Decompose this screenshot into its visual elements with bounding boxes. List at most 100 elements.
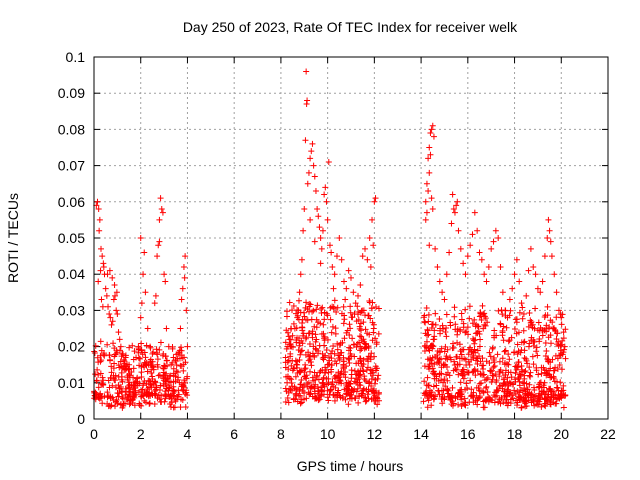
data-point bbox=[436, 371, 443, 378]
data-point bbox=[549, 319, 556, 326]
data-point bbox=[529, 353, 536, 360]
data-point bbox=[555, 307, 562, 314]
data-point bbox=[307, 390, 314, 397]
data-point bbox=[367, 263, 374, 270]
data-point bbox=[439, 289, 446, 296]
data-point bbox=[553, 335, 560, 342]
data-point bbox=[179, 285, 186, 292]
data-point bbox=[129, 386, 136, 393]
data-point bbox=[423, 338, 430, 345]
data-point bbox=[297, 369, 304, 376]
x-tick-label: 12 bbox=[367, 426, 383, 442]
data-point bbox=[474, 227, 481, 234]
data-point bbox=[455, 371, 462, 378]
data-point bbox=[561, 343, 568, 350]
data-point bbox=[331, 397, 338, 404]
data-point bbox=[460, 320, 467, 327]
data-point bbox=[183, 389, 190, 396]
data-point bbox=[426, 144, 433, 151]
data-point bbox=[138, 369, 145, 376]
data-point bbox=[320, 375, 327, 382]
data-point bbox=[340, 364, 347, 371]
data-point bbox=[368, 396, 375, 403]
data-point bbox=[476, 343, 483, 350]
data-point bbox=[511, 326, 518, 333]
data-point bbox=[136, 402, 143, 409]
data-point bbox=[443, 271, 450, 278]
data-point bbox=[423, 209, 430, 216]
x-tick-label: 0 bbox=[90, 426, 98, 442]
data-point bbox=[328, 362, 335, 369]
data-point bbox=[546, 227, 553, 234]
data-point bbox=[519, 304, 526, 311]
data-point bbox=[552, 400, 559, 407]
data-point bbox=[184, 343, 191, 350]
data-point bbox=[138, 402, 145, 409]
data-point bbox=[341, 316, 348, 323]
data-point bbox=[94, 198, 101, 205]
data-point bbox=[354, 303, 361, 310]
data-point bbox=[550, 325, 557, 332]
data-point bbox=[428, 324, 435, 331]
data-point bbox=[282, 399, 289, 406]
data-point bbox=[481, 313, 488, 320]
data-point bbox=[317, 235, 324, 241]
data-point bbox=[342, 296, 349, 303]
data-point bbox=[527, 245, 534, 252]
data-point bbox=[490, 372, 497, 379]
data-point bbox=[501, 388, 508, 395]
data-point bbox=[448, 220, 455, 227]
data-point bbox=[499, 355, 506, 362]
data-point bbox=[345, 267, 352, 274]
data-point bbox=[470, 389, 477, 396]
data-point bbox=[479, 388, 486, 395]
data-point bbox=[142, 289, 149, 296]
data-point bbox=[552, 392, 559, 399]
data-point bbox=[478, 256, 485, 263]
data-point bbox=[343, 285, 350, 292]
data-point bbox=[301, 313, 308, 320]
data-point bbox=[452, 393, 459, 400]
data-point bbox=[364, 330, 371, 337]
data-point bbox=[357, 282, 364, 289]
data-point bbox=[368, 383, 375, 390]
data-point bbox=[179, 396, 186, 403]
data-point bbox=[476, 394, 483, 401]
data-point bbox=[333, 360, 340, 367]
data-point bbox=[93, 377, 100, 384]
data-point bbox=[456, 341, 463, 348]
data-point bbox=[318, 309, 325, 316]
data-point bbox=[177, 404, 184, 411]
data-point bbox=[474, 323, 481, 330]
data-point bbox=[299, 384, 306, 391]
data-point bbox=[511, 387, 518, 394]
data-point bbox=[475, 384, 482, 391]
x-tick-label: 18 bbox=[507, 426, 523, 442]
data-point bbox=[513, 316, 520, 323]
data-point bbox=[325, 397, 332, 404]
data-point bbox=[160, 372, 167, 379]
data-point bbox=[362, 398, 369, 405]
data-point bbox=[109, 274, 116, 281]
data-point bbox=[478, 317, 485, 324]
data-point bbox=[291, 325, 298, 332]
data-point bbox=[143, 342, 150, 349]
data-point bbox=[490, 238, 497, 245]
data-point bbox=[183, 307, 190, 314]
data-point bbox=[554, 330, 561, 337]
data-point bbox=[441, 376, 448, 383]
data-point bbox=[152, 292, 159, 299]
data-point bbox=[526, 381, 533, 388]
data-point bbox=[317, 260, 324, 267]
data-point bbox=[534, 401, 541, 408]
data-point bbox=[295, 307, 302, 314]
data-point bbox=[309, 140, 316, 147]
data-point bbox=[117, 343, 124, 350]
data-point bbox=[454, 326, 461, 333]
data-point bbox=[562, 355, 569, 362]
data-point bbox=[479, 302, 486, 309]
data-point bbox=[526, 372, 533, 379]
data-point bbox=[107, 357, 114, 364]
data-point bbox=[497, 263, 504, 270]
